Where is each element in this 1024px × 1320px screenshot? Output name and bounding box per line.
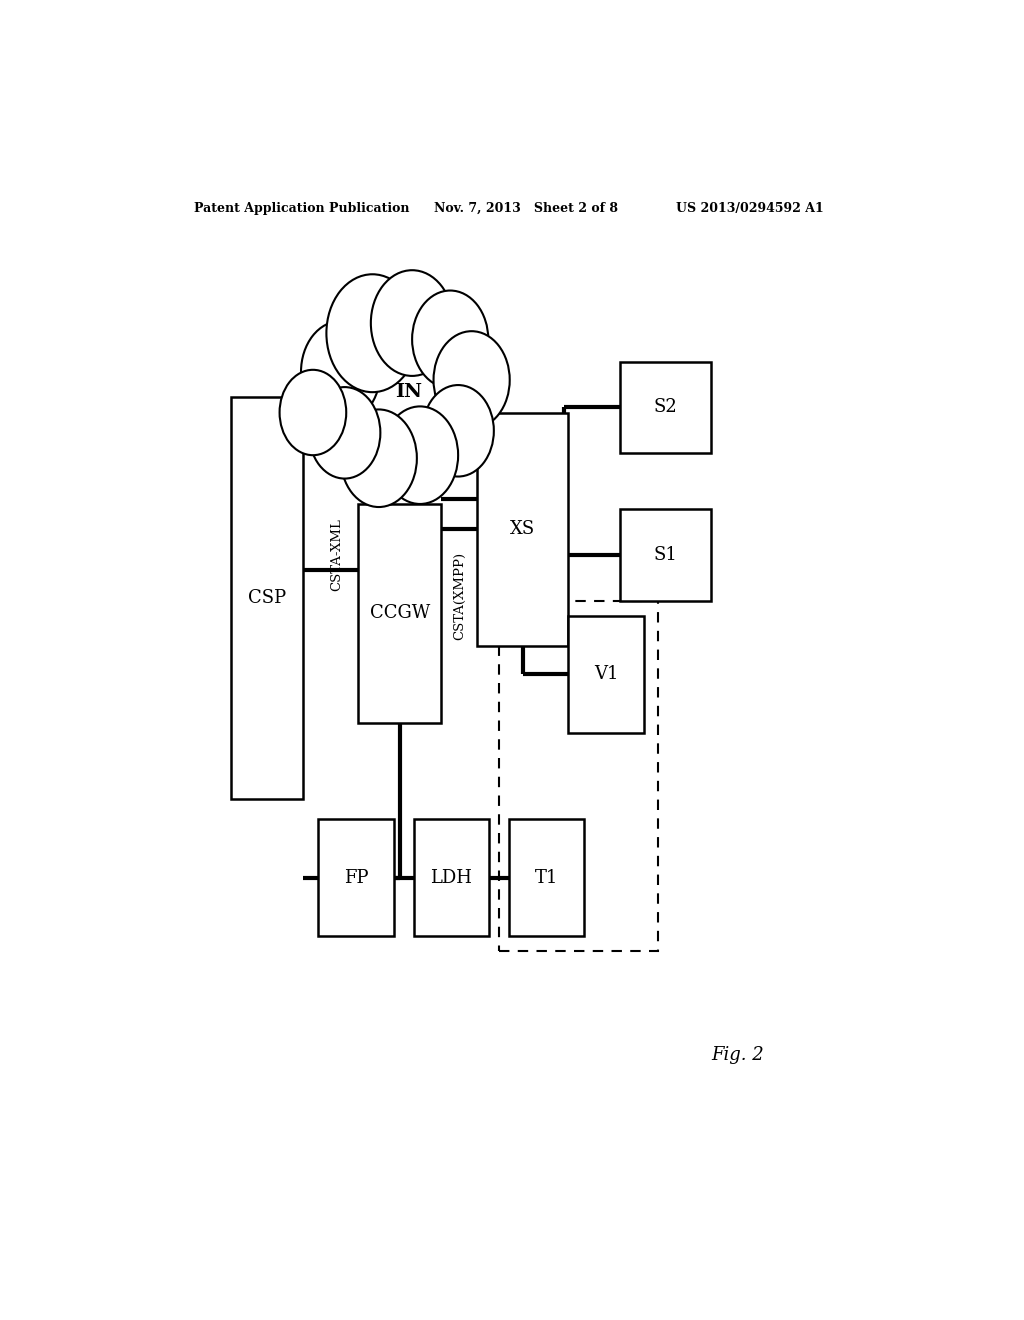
- Circle shape: [371, 271, 454, 376]
- Text: US 2013/0294592 A1: US 2013/0294592 A1: [676, 202, 823, 215]
- Bar: [414, 818, 489, 936]
- Circle shape: [280, 370, 346, 455]
- Text: CCGW: CCGW: [370, 605, 430, 622]
- Text: S2: S2: [653, 399, 678, 416]
- Bar: [509, 818, 585, 936]
- Bar: [318, 818, 394, 936]
- Text: T1: T1: [535, 869, 558, 887]
- Circle shape: [301, 321, 380, 422]
- Circle shape: [309, 387, 380, 479]
- Text: S1: S1: [653, 545, 678, 564]
- Bar: [231, 397, 303, 799]
- Text: CSTA-XML: CSTA-XML: [330, 519, 343, 591]
- Bar: [568, 615, 644, 733]
- Text: Fig. 2: Fig. 2: [712, 1045, 764, 1064]
- Circle shape: [327, 275, 419, 392]
- Text: XS: XS: [510, 520, 536, 539]
- Circle shape: [423, 385, 494, 477]
- Text: Nov. 7, 2013   Sheet 2 of 8: Nov. 7, 2013 Sheet 2 of 8: [433, 202, 617, 215]
- Text: LDH: LDH: [430, 869, 472, 887]
- Bar: [620, 510, 712, 601]
- Bar: [500, 601, 658, 952]
- Text: IN: IN: [394, 383, 422, 401]
- Circle shape: [433, 331, 510, 429]
- Text: Patent Application Publication: Patent Application Publication: [194, 202, 410, 215]
- Bar: [477, 413, 568, 647]
- Bar: [358, 504, 441, 722]
- Bar: [620, 362, 712, 453]
- Circle shape: [382, 407, 458, 504]
- Text: CSTA(XMPP): CSTA(XMPP): [454, 552, 466, 639]
- Circle shape: [341, 409, 417, 507]
- Text: FP: FP: [344, 869, 369, 887]
- Circle shape: [412, 290, 488, 388]
- Text: V1: V1: [594, 665, 618, 684]
- Text: CSP: CSP: [248, 589, 286, 607]
